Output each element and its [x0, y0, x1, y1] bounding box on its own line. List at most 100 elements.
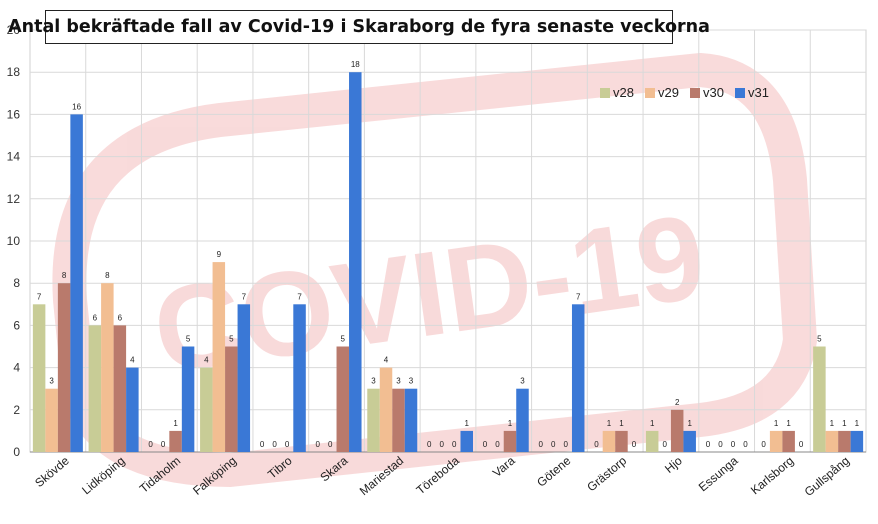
- legend-swatch-v30: [690, 88, 700, 98]
- data-label: 3: [396, 377, 401, 386]
- data-label: 1: [855, 419, 860, 428]
- bar-v31: [460, 430, 473, 452]
- bar-v29: [769, 430, 783, 452]
- bar-v31: [237, 304, 251, 452]
- data-label: 8: [105, 271, 110, 280]
- bar-v30: [57, 283, 71, 452]
- legend-label-v28: v28: [613, 85, 634, 100]
- legend-label-v31: v31: [748, 85, 769, 100]
- data-label: 4: [204, 356, 209, 365]
- data-label: 5: [186, 335, 191, 344]
- x-tick-label: Lidköping: [79, 454, 127, 498]
- bar-v28: [813, 346, 826, 452]
- y-tick-label: 16: [7, 107, 21, 121]
- data-label: 5: [817, 335, 822, 344]
- y-tick-label: 0: [13, 445, 20, 459]
- data-label: 0: [148, 440, 153, 449]
- y-tick-label: 4: [13, 361, 20, 375]
- data-label: 1: [508, 419, 513, 428]
- data-label: 0: [452, 440, 457, 449]
- data-label: 8: [62, 271, 67, 280]
- bar-v31: [70, 114, 83, 453]
- x-tick-label: Essunga: [696, 453, 741, 494]
- bar-v30: [503, 430, 517, 452]
- bar-v31: [349, 72, 362, 452]
- data-label: 0: [272, 440, 277, 449]
- x-tick-label: Götene: [534, 453, 573, 489]
- bar-v28: [200, 367, 213, 452]
- data-label: 0: [706, 440, 711, 449]
- data-label: 2: [675, 398, 680, 407]
- y-tick-label: 12: [7, 192, 21, 206]
- bar-v29: [212, 262, 226, 452]
- data-label: 0: [799, 440, 804, 449]
- data-label: 0: [563, 440, 568, 449]
- data-label: 0: [538, 440, 543, 449]
- bar-v28: [32, 304, 46, 452]
- data-label: 0: [161, 440, 166, 449]
- bar-v31: [126, 367, 139, 452]
- y-tick-label: 14: [7, 150, 21, 164]
- bar-v31: [850, 430, 864, 452]
- bar-v30: [782, 430, 795, 452]
- data-label: 1: [650, 419, 655, 428]
- data-label: 0: [662, 440, 667, 449]
- data-label: 0: [316, 440, 321, 449]
- bar-v29: [825, 430, 839, 452]
- bar-v30: [169, 430, 182, 452]
- data-label: 0: [427, 440, 432, 449]
- data-label: 9: [217, 250, 222, 259]
- data-label: 3: [49, 377, 54, 386]
- bar-v28: [367, 388, 380, 452]
- data-label: 0: [483, 440, 488, 449]
- bar-v31: [683, 430, 696, 452]
- bar-v31: [404, 388, 418, 452]
- bar-v30: [113, 325, 127, 452]
- data-label: 6: [118, 313, 123, 322]
- bar-v29: [45, 388, 58, 452]
- legend-swatch-v31: [735, 88, 745, 98]
- data-label: 18: [351, 60, 360, 69]
- y-tick-label: 6: [13, 318, 20, 332]
- legend: v28 v29 v30 v31: [600, 85, 769, 100]
- data-label: 0: [731, 440, 736, 449]
- y-tick-label: 20: [7, 23, 21, 37]
- legend-label-v29: v29: [658, 85, 679, 100]
- data-label: 7: [242, 292, 247, 301]
- data-label: 0: [260, 440, 265, 449]
- data-label: 0: [594, 440, 599, 449]
- bar-v30: [336, 346, 350, 452]
- x-tick-label: Skövde: [32, 453, 72, 490]
- legend-swatch-v29: [645, 88, 655, 98]
- bar-v31: [181, 346, 195, 452]
- data-label: 0: [761, 440, 766, 449]
- data-label: 0: [718, 440, 723, 449]
- data-label: 7: [37, 292, 42, 301]
- y-tick-label: 18: [7, 65, 21, 79]
- data-label: 0: [632, 440, 637, 449]
- data-label: 1: [173, 419, 178, 428]
- data-label: 0: [551, 440, 556, 449]
- bar-v30: [670, 409, 684, 452]
- bar-v30: [615, 430, 628, 452]
- data-label: 1: [465, 419, 470, 428]
- bar-v29: [101, 283, 114, 452]
- data-label: 7: [297, 292, 302, 301]
- data-label: 0: [743, 440, 748, 449]
- bars: [32, 72, 864, 453]
- data-label: 5: [341, 335, 346, 344]
- data-label: 3: [409, 377, 414, 386]
- data-label: 1: [607, 419, 612, 428]
- bar-v29: [379, 367, 393, 452]
- data-label: 1: [830, 419, 835, 428]
- x-tick-label: Gullspång: [802, 454, 852, 499]
- data-label: 1: [774, 419, 779, 428]
- x-tick-label: Hjo: [662, 453, 685, 476]
- data-label: 7: [576, 292, 581, 301]
- legend-swatch-v28: [600, 88, 610, 98]
- x-tick-label: Karlsborg: [748, 454, 796, 498]
- data-label: 0: [495, 440, 500, 449]
